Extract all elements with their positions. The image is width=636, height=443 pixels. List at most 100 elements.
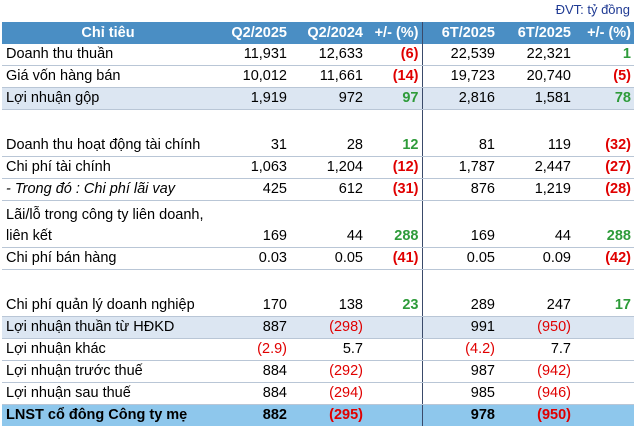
cell-q2-2025: 884 [214,360,290,383]
cell-h-change: 78 [574,87,634,110]
cell-q2-2024: 28 [290,109,366,157]
header-h-change: +/- (%) [574,22,634,44]
cell-h1-2024: 1,581 [498,87,574,110]
cell-h1-2024: (950) [498,404,574,426]
table-row: Chi phí bán hàng 0.03 0.05 (41) 0.05 0.0… [2,247,634,270]
cell-q-change: (31) [366,178,423,201]
cell-h-change [574,404,634,426]
cell-h-change [574,382,634,405]
cell-q2-2025: 169 [214,200,290,248]
table-row: Chi phí tài chính 1,063 1,204 (12) 1,787… [2,156,634,179]
cell-q2-2024: 138 [290,269,366,317]
cell-h1-2024: 44 [498,200,574,248]
table-row: Lợi nhuận khác (2.9) 5.7 (4.2) 7.7 [2,338,634,361]
row-label: Lợi nhuận trước thuế [2,360,214,383]
table-row: Giá vốn hàng bán 10,012 11,661 (14) 19,7… [2,65,634,88]
cell-q-change: (12) [366,156,423,179]
cell-q-change [366,382,423,405]
row-label: LNST cổ đông Công ty mẹ [2,404,214,426]
cell-q-change [366,316,423,339]
table-row: Doanh thu thuần 11,931 12,633 (6) 22,539… [2,44,634,66]
table-row: Lợi nhuận sau thuế 884 (294) 985 (946) [2,382,634,405]
cell-q-change [366,360,423,383]
cell-h1-2025: 289 [422,269,498,317]
table-row: Lợi nhuận gộp 1,919 972 97 2,816 1,581 7… [2,87,634,110]
cell-q-change: 288 [366,200,423,248]
cell-h1-2025: 2,816 [422,87,498,110]
cell-h1-2025: 876 [422,178,498,201]
cell-q2-2024: 12,633 [290,44,366,66]
header-q-change: +/- (%) [366,22,423,44]
cell-q-change [366,404,423,426]
cell-h-change: (5) [574,65,634,88]
cell-q2-2025: 31 [214,109,290,157]
cell-h1-2025: 991 [422,316,498,339]
row-label: Doanh thu hoạt động tài chính [2,109,214,157]
cell-q2-2025: (2.9) [214,338,290,361]
cell-q2-2025: 170 [214,269,290,317]
table-row: Lãi/lỗ trong công ty liên doanh, liên kế… [2,200,634,248]
row-label: Chi phí quản lý doanh nghiệp [2,269,214,317]
cell-h-change [574,316,634,339]
header-indicator: Chỉ tiêu [2,22,214,44]
income-statement-table: Chỉ tiêu Q2/2025 Q2/2024 +/- (%) 6T/2025… [2,22,634,426]
header-h1-2024: 6T/2025 [498,22,574,44]
cell-h-change [574,360,634,383]
header-h1-2025: 6T/2025 [422,22,498,44]
cell-h-change: 1 [574,44,634,66]
cell-q2-2025: 1,063 [214,156,290,179]
cell-h-change: 17 [574,269,634,317]
cell-h1-2024: 1,219 [498,178,574,201]
row-label: - Trong đó : Chi phí lãi vay [2,178,214,201]
cell-h1-2024: 119 [498,109,574,157]
header-q2-2024: Q2/2024 [290,22,366,44]
cell-h1-2025: 987 [422,360,498,383]
cell-h1-2025: 22,539 [422,44,498,66]
cell-h1-2024: 0.09 [498,247,574,270]
cell-h1-2024: 22,321 [498,44,574,66]
row-label: Lãi/lỗ trong công ty liên doanh, liên kế… [2,200,214,248]
cell-h1-2025: 169 [422,200,498,248]
row-label: Chi phí bán hàng [2,247,214,270]
cell-h1-2024: (946) [498,382,574,405]
cell-q2-2024: 0.05 [290,247,366,270]
cell-q2-2025: 11,931 [214,44,290,66]
header-q2-2025: Q2/2025 [214,22,290,44]
cell-h-change: (28) [574,178,634,201]
cell-q2-2025: 1,919 [214,87,290,110]
row-label: Lợi nhuận khác [2,338,214,361]
cell-h1-2025: 978 [422,404,498,426]
cell-h-change: (42) [574,247,634,270]
table-row: - Trong đó : Chi phí lãi vay 425 612 (31… [2,178,634,201]
cell-h1-2025: 985 [422,382,498,405]
row-label: Doanh thu thuần [2,44,214,66]
cell-q2-2024: (294) [290,382,366,405]
table-row: Lợi nhuận thuần từ HĐKD 887 (298) 991 (9… [2,316,634,339]
cell-q2-2025: 425 [214,178,290,201]
row-label: Giá vốn hàng bán [2,65,214,88]
cell-q-change: (6) [366,44,423,66]
cell-h-change: (27) [574,156,634,179]
cell-q2-2024: 612 [290,178,366,201]
cell-q2-2024: (292) [290,360,366,383]
table-row: Chi phí quản lý doanh nghiệp 170 138 23 … [2,269,634,317]
cell-h1-2025: 0.05 [422,247,498,270]
row-label: Lợi nhuận sau thuế [2,382,214,405]
header-row: Chỉ tiêu Q2/2025 Q2/2024 +/- (%) 6T/2025… [2,22,634,44]
row-label: Chi phí tài chính [2,156,214,179]
cell-q2-2024: (295) [290,404,366,426]
cell-q-change: 23 [366,269,423,317]
cell-q2-2025: 887 [214,316,290,339]
cell-h1-2025: (4.2) [422,338,498,361]
cell-h1-2025: 19,723 [422,65,498,88]
cell-h-change: (32) [574,109,634,157]
table-row-total: LNST cổ đông Công ty mẹ 882 (295) 978 (9… [2,404,634,426]
cell-h1-2024: 20,740 [498,65,574,88]
cell-h1-2025: 81 [422,109,498,157]
table-row: Lợi nhuận trước thuế 884 (292) 987 (942) [2,360,634,383]
cell-h1-2024: 7.7 [498,338,574,361]
cell-q-change: (41) [366,247,423,270]
cell-q2-2024: 11,661 [290,65,366,88]
cell-h-change [574,338,634,361]
cell-h-change: 288 [574,200,634,248]
